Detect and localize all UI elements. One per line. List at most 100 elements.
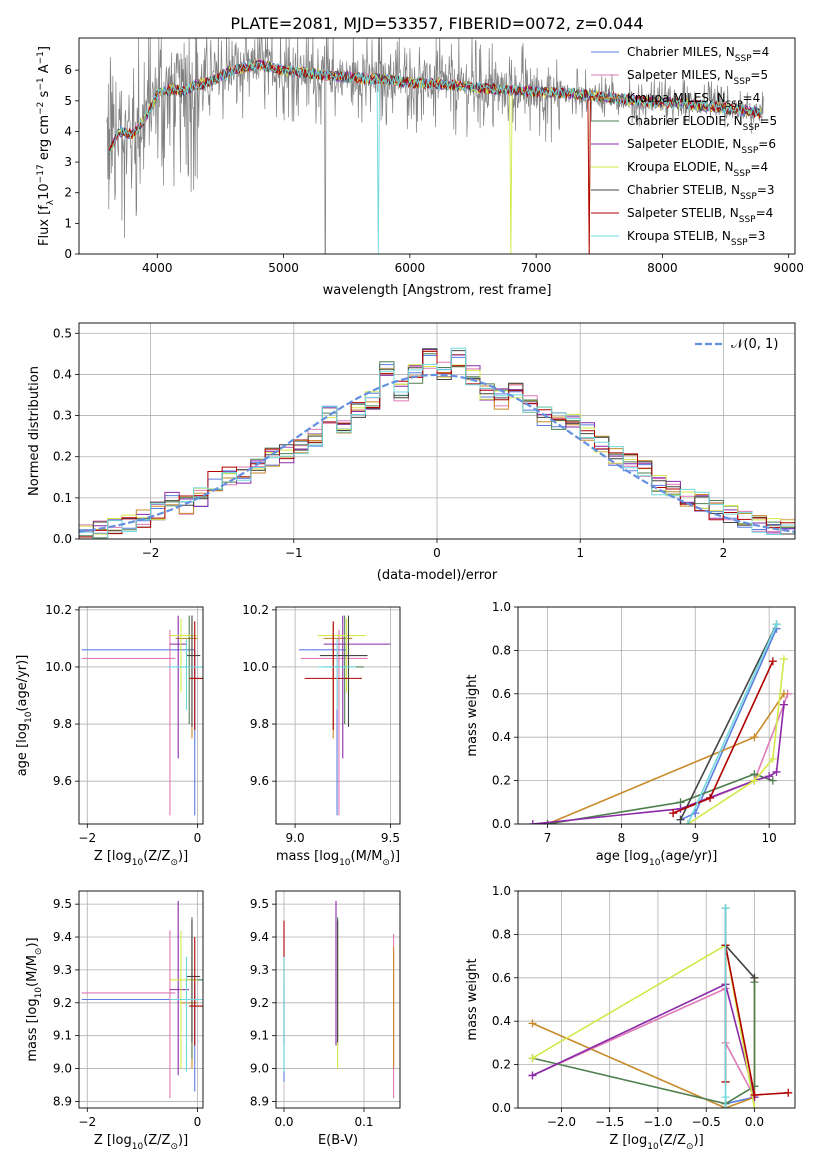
x-axis-label: mass [log10(M/M⊙)]	[276, 849, 400, 868]
y-tick-label: 5	[64, 94, 72, 108]
axis-label-part: age [log	[15, 723, 30, 776]
x-tick-label: 7000	[521, 261, 552, 275]
x-tick-label: 10	[762, 831, 777, 845]
axis-label-part: ⊙	[686, 1142, 694, 1152]
data-point-kroupa-elodie	[750, 776, 759, 785]
data-point-salpeter-stelib	[784, 1088, 793, 1097]
y-tick-label: 0.2	[492, 1058, 511, 1072]
axis-label-part: ⊙	[382, 858, 390, 868]
plot-area	[81, 900, 203, 1099]
x-tick-label: 8	[618, 831, 626, 845]
axis-label-part: Z [log	[94, 849, 132, 864]
model-spectrum-chabrier-stelib	[108, 60, 762, 153]
axis-label-part: )]	[390, 849, 400, 864]
data-point-salpeter-elodie	[772, 767, 781, 776]
axis-label-part: A	[37, 64, 52, 77]
model-spectrum-salpeter-stelib	[108, 60, 762, 254]
series-line-kroupa-miles	[532, 977, 756, 1108]
x-tick-label: 0.0	[745, 1115, 764, 1129]
axis-label-part: Flux [f	[37, 205, 52, 246]
y-tick-label: 0.2	[53, 450, 72, 464]
axis-label-part: Kroupa MILES, N	[627, 91, 726, 105]
y-tick-label: 1.0	[492, 600, 511, 614]
y-tick-label: 9.4	[53, 930, 72, 944]
panel-z-age: −2 09.69.810.010.2Z [log10(Z/Z⊙)]age [log…	[15, 603, 204, 868]
y-tick-label: 10.2	[45, 603, 72, 617]
series-line-chabrier-elodie	[547, 773, 774, 824]
panel-ebv-mass: 0.0 0.1 8.9 9.0 9.1 9.2 9.3 9.4 9.5 E(B-V)	[250, 890, 401, 1148]
axis-label-part: Chabrier ELODIE, N	[627, 114, 743, 128]
y-tick-label: 8.9	[250, 1094, 269, 1108]
axis-label-part: age [log	[596, 849, 649, 864]
model-spectrum-kroupa-stelib	[108, 60, 762, 254]
data-point-kroupa-miles	[779, 689, 788, 698]
y-tick-label: 9.3	[53, 963, 72, 977]
legend-entry: Chabrier STELIB, NSSP=3	[627, 183, 775, 202]
y-tick-label: 0.1	[53, 491, 72, 505]
x-axis-label: Z [log10(Z/Z⊙)]	[94, 1133, 188, 1152]
x-tick-label: 6000	[395, 261, 426, 275]
legend-entry: Salpeter ELODIE, NSSP=6	[627, 137, 776, 156]
axis-label-part: =4	[750, 160, 768, 174]
y-tick-label: 0.5	[53, 326, 72, 340]
panel-spectrum: 4000 5000 6000 7000 8000 9000 0 1 2 3 4 5 6 Chabrier …	[36, 37, 804, 298]
x-tick-label: 7	[544, 831, 552, 845]
axis-label-part: SSP	[735, 54, 752, 64]
axis-label-part: ⊙	[34, 948, 44, 956]
x-tick-label: 2	[720, 546, 728, 560]
axis-label-part: Salpeter MILES, N	[627, 68, 734, 82]
axes-frame	[78, 322, 796, 540]
axis-label-part: (age/yr)]	[15, 655, 30, 712]
x-tick-label: 0	[433, 546, 441, 560]
data-point-kroupa-stelib	[772, 620, 781, 629]
plot-area	[298, 615, 391, 816]
y-tick-label: 0.6	[492, 687, 511, 701]
x-tick-label: −1	[285, 546, 303, 560]
x-tick-label: 1	[576, 546, 584, 560]
data-point-kroupa-stelib	[683, 820, 692, 824]
axes-frame	[78, 890, 204, 1109]
x-axis-label: wavelength [Angstrom, rest frame]	[323, 283, 552, 298]
panel-z-mass: −2 08.99.09.19.29.39.49.5Z [log10(Z/Z⊙)]m…	[25, 890, 204, 1152]
axis-label-part: 10	[132, 858, 144, 868]
x-tick-label: 4000	[142, 261, 173, 275]
axis-label-part: =4	[743, 91, 761, 105]
x-axis-label: E(B-V)	[318, 1133, 358, 1148]
y-tick-label: 9.1	[250, 1029, 269, 1043]
y-tick-label: 0.8	[492, 643, 511, 657]
y-tick-label: 0.3	[53, 409, 72, 423]
data-point-kroupa-elodie	[750, 1104, 759, 1108]
x-tick-label: 0.1	[354, 1115, 373, 1129]
axis-label-part: =3	[748, 229, 766, 243]
series-line-salpeter-elodie	[532, 704, 785, 824]
legend-entry: 𝒩(0, 1)	[731, 337, 778, 352]
legend-entry: Chabrier MILES, NSSP=4	[627, 45, 769, 64]
axis-label-part: SSP	[739, 215, 756, 225]
y-tick-label: 0.4	[53, 367, 72, 381]
y-tick-label: 9.2	[53, 996, 72, 1010]
x-tick-label: −2	[78, 831, 96, 845]
x-tick-label: 9	[691, 831, 699, 845]
y-tick-label: 4	[64, 124, 72, 138]
y-tick-label: 0.0	[492, 817, 511, 831]
axis-label-part: 10	[34, 987, 44, 999]
data-point-kroupa-elodie	[779, 655, 788, 664]
y-tick-label: 9.8	[250, 717, 269, 731]
data-point-kroupa-elodie	[528, 1054, 537, 1063]
y-tick-label: 9.8	[53, 717, 72, 731]
x-tick-label: 5000	[268, 261, 299, 275]
x-tick-label: 9.5	[381, 831, 400, 845]
axis-label-part: (Z/Z	[143, 1133, 170, 1148]
data-point-chabrier-stelib	[750, 973, 759, 982]
axis-label-part: 10	[37, 183, 52, 200]
data-point-salpeter-elodie	[765, 772, 774, 781]
y-tick-label: 0.2	[492, 774, 511, 788]
y-tick-label: 9.0	[250, 1062, 269, 1076]
axis-label-part: Salpeter STELIB, N	[627, 206, 739, 220]
x-tick-label: 0.0	[274, 1115, 293, 1129]
axis-label-part: =4	[756, 206, 774, 220]
data-point-kroupa-stelib	[721, 904, 730, 913]
x-tick-label: −2.0	[547, 1115, 576, 1129]
x-tick-label: 9.0	[286, 831, 305, 845]
